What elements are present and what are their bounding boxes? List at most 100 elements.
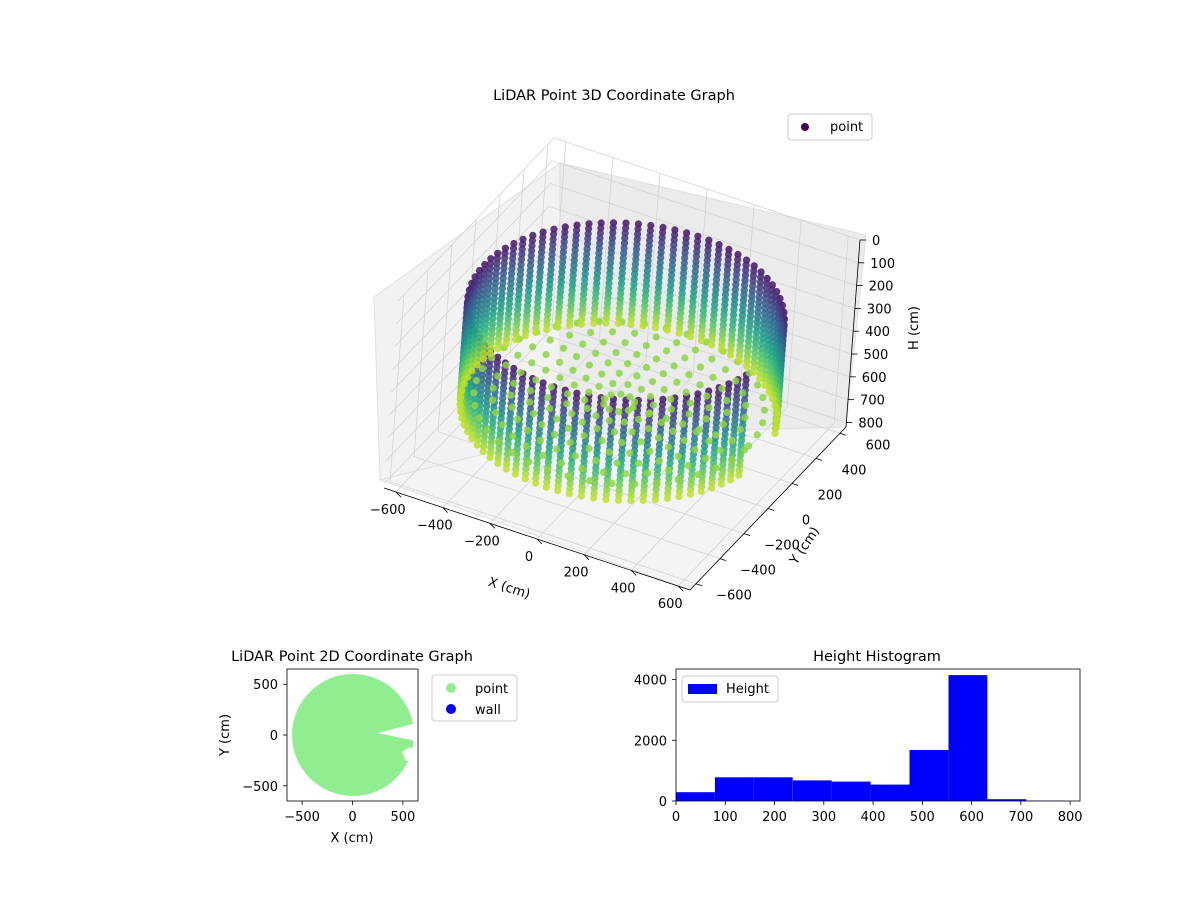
cloud-point xyxy=(486,453,494,462)
cloud-point xyxy=(631,398,639,406)
cloud-point xyxy=(694,471,702,479)
histogram-bar xyxy=(792,780,832,801)
cloud-point xyxy=(633,372,641,380)
cloud-point xyxy=(525,287,533,295)
x-tick xyxy=(677,585,684,592)
cloud-point xyxy=(502,340,510,348)
cloud-point xyxy=(464,373,472,381)
cloud-point xyxy=(628,428,636,436)
x-tick-label: 400 xyxy=(611,581,636,596)
cloud-point xyxy=(673,339,681,347)
cloud-point xyxy=(705,437,713,445)
cloud-point xyxy=(612,349,620,357)
cloud-point xyxy=(525,398,534,406)
cloud-point xyxy=(564,472,572,480)
cloud-point xyxy=(508,448,516,456)
cloud-point xyxy=(736,425,745,433)
x-axis-2d-label: X (cm) xyxy=(331,831,374,846)
cloud-point xyxy=(745,442,753,450)
cloud-point xyxy=(590,494,598,502)
x-tick-label-hist: 400 xyxy=(861,810,886,825)
ticks-3d: −600−400−2000200400600−600−400−200020040… xyxy=(370,234,895,612)
x-tick xyxy=(536,538,543,545)
x-tick-label: 600 xyxy=(658,597,683,612)
cloud-point xyxy=(667,405,676,413)
cloud-point xyxy=(615,408,623,416)
cloud-point xyxy=(673,378,681,386)
cloud-point xyxy=(542,483,551,491)
z-tick-label: 400 xyxy=(865,325,890,340)
cloud-point xyxy=(592,457,600,465)
cloud-point xyxy=(732,377,740,385)
cloud-point xyxy=(613,459,621,467)
histogram-frame xyxy=(675,668,1081,802)
cloud-point xyxy=(652,355,661,363)
cloud-point xyxy=(579,340,587,348)
grid-line xyxy=(413,269,721,560)
cloud-point xyxy=(639,322,647,330)
cloud-point xyxy=(615,369,623,377)
cloud-point xyxy=(607,391,615,399)
cloud-point xyxy=(681,354,689,362)
cloud-point xyxy=(598,437,606,445)
cloud-point xyxy=(664,443,673,451)
cloud-point xyxy=(568,410,576,418)
cloud-point xyxy=(723,408,731,417)
cloud-point xyxy=(494,372,502,380)
cloud-point xyxy=(624,360,632,368)
grid-line xyxy=(442,157,614,508)
cloud-point xyxy=(602,319,610,327)
cloud-point xyxy=(756,375,764,383)
cloud-point xyxy=(652,486,660,494)
cloud-point xyxy=(603,475,612,483)
x-tick xyxy=(395,491,402,498)
cloud-point xyxy=(507,391,515,399)
cloud-point xyxy=(708,484,716,492)
z-tick-label: 200 xyxy=(869,280,894,295)
y-tick-label: −400 xyxy=(740,564,776,579)
cloud-point xyxy=(711,439,719,447)
cloud-point xyxy=(565,321,574,329)
cloud-point xyxy=(566,331,574,339)
chart-2d: LiDAR Point 2D Coordinate Graph −500 0 500… xyxy=(218,649,518,846)
cloud-point xyxy=(564,424,573,432)
cloud-point xyxy=(608,328,617,336)
cloud-point xyxy=(629,403,637,412)
cloud-point xyxy=(709,373,717,381)
cloud-point xyxy=(494,345,502,353)
z-tick-label: 100 xyxy=(870,257,895,272)
y-tick-label: −600 xyxy=(716,589,752,604)
cloud-point xyxy=(522,442,530,450)
y-tick-label: −200 xyxy=(764,539,800,554)
cloud-point xyxy=(517,368,525,377)
cloud-point xyxy=(600,400,608,408)
cloud-point xyxy=(674,476,682,484)
cloud-point xyxy=(674,452,682,460)
x-tick-label-2d: 0 xyxy=(348,810,356,825)
y-tick xyxy=(767,508,775,511)
cloud-point xyxy=(759,419,767,427)
y-tick-label: 600 xyxy=(866,438,891,453)
cloud-point xyxy=(712,464,720,472)
y-tick-label-2d: 500 xyxy=(253,678,278,693)
cloud-point xyxy=(646,447,654,455)
chart-2d-title: LiDAR Point 2D Coordinate Graph xyxy=(231,649,473,665)
cloud-point xyxy=(631,480,639,488)
cloud-point xyxy=(617,390,625,398)
cloud-point xyxy=(728,436,736,444)
cloud-point xyxy=(515,285,523,293)
cloud-point xyxy=(660,386,668,394)
cloud-point xyxy=(472,376,480,385)
cloud-point xyxy=(652,333,660,341)
cloud-point xyxy=(553,415,561,423)
cloud-point xyxy=(649,401,658,409)
cloud-point xyxy=(665,466,673,474)
cloud-point xyxy=(458,414,466,422)
cloud-point xyxy=(605,405,613,413)
x-tick-label-hist: 800 xyxy=(1058,810,1083,825)
grid-line xyxy=(396,160,859,325)
x-tick-label-hist: 100 xyxy=(713,810,738,825)
cloud-point xyxy=(577,320,586,328)
chart-3d-title: LiDAR Point 3D Coordinate Graph xyxy=(493,88,735,104)
